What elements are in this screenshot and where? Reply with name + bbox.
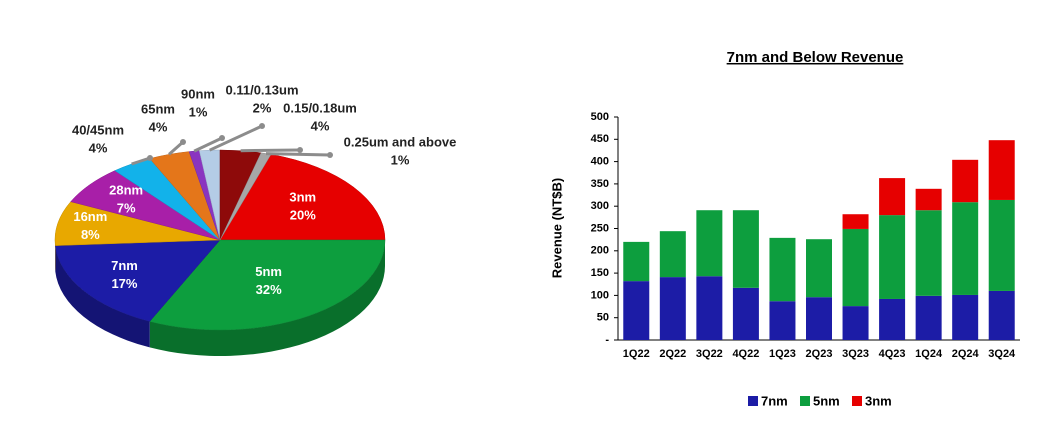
bar-segment <box>659 231 686 278</box>
x-tick-label: 3Q24 <box>988 348 1016 360</box>
slice-label: 0.25um and above <box>344 134 457 149</box>
bar-segment <box>769 237 796 302</box>
slice-label: 0.11/0.13um <box>226 82 299 97</box>
bar-segment <box>769 301 796 340</box>
bar-segment <box>659 277 686 340</box>
leader-dot <box>297 147 303 153</box>
y-tick-label: 200 <box>591 245 609 257</box>
bar-segment <box>732 210 759 288</box>
bar-segment <box>806 297 832 340</box>
bar-segment <box>952 294 979 340</box>
slice-label: 28nm <box>109 183 143 198</box>
leader-line <box>168 140 184 156</box>
leader-dot <box>259 123 265 129</box>
leader-dot <box>219 135 225 141</box>
bar-segment <box>842 306 869 340</box>
slice-label: 16nm <box>73 209 107 224</box>
pie-slice <box>55 239 221 322</box>
slice-label: 3nm <box>289 190 316 205</box>
slice-label: 65nm <box>141 101 175 116</box>
slice-side <box>55 245 150 348</box>
legend-swatch <box>800 396 810 406</box>
x-tick-label: 4Q22 <box>732 348 759 360</box>
slice-label: 90nm <box>181 86 215 101</box>
bar-segment <box>842 228 869 307</box>
y-tick-label: 500 <box>591 111 609 123</box>
slice-label: 7nm <box>111 258 138 273</box>
slice-side <box>149 240 385 356</box>
slice-value-label: 1% <box>189 104 208 119</box>
x-tick-label: 4Q23 <box>879 348 906 360</box>
slice-value-label: 1% <box>391 152 410 167</box>
bar-segment <box>696 210 723 277</box>
bar-segment <box>842 214 869 229</box>
x-tick-label: 1Q24 <box>915 348 943 360</box>
slice-value-label: 7% <box>117 201 136 216</box>
bar-segment <box>879 215 906 299</box>
bar-segment <box>623 281 650 340</box>
legend-swatch <box>748 396 758 406</box>
slice-value-label: 4% <box>311 118 330 133</box>
x-tick-label: 1Q23 <box>769 348 796 360</box>
slice-value-label: 4% <box>149 119 168 134</box>
x-tick-label: 1Q22 <box>623 348 650 360</box>
legend-label: 3nm <box>865 393 892 408</box>
bar-segment <box>623 241 650 282</box>
bar-segment <box>879 178 906 216</box>
y-tick-label: 50 <box>597 312 609 324</box>
slice-value-label: 8% <box>81 227 100 242</box>
bar-segment <box>988 290 1015 340</box>
bar-segment <box>915 188 942 211</box>
bar-segment <box>915 210 942 296</box>
y-tick-label: 450 <box>591 133 609 145</box>
slice-label: 0.15/0.18um <box>283 100 357 115</box>
x-tick-label: 3Q22 <box>696 348 723 360</box>
legend-label: 5nm <box>813 393 840 408</box>
bar-segment <box>952 202 979 295</box>
y-tick-label: 250 <box>591 222 609 234</box>
bar-segment <box>988 199 1015 291</box>
leader-dot <box>327 152 333 158</box>
chart-title: 7nm and Below Revenue <box>727 49 904 66</box>
leader-line <box>266 152 331 157</box>
legend-label: 7nm <box>761 393 788 408</box>
bar-segment <box>806 239 832 298</box>
y-tick-label: 150 <box>591 267 609 279</box>
slice-value-label: 20% <box>290 208 316 223</box>
slice-value-label: 4% <box>89 140 108 155</box>
y-tick-label: - <box>605 334 609 346</box>
y-tick-label: 400 <box>591 156 609 168</box>
x-tick-label: 3Q23 <box>842 348 869 360</box>
leader-dot <box>147 155 153 161</box>
bar-segment <box>915 295 942 340</box>
leader-dot <box>180 139 186 145</box>
y-tick-label: 100 <box>591 289 609 301</box>
slice-value-label: 2% <box>253 100 272 115</box>
bar-segment <box>696 276 723 340</box>
bar-segment <box>952 159 979 203</box>
x-tick-label: 2Q22 <box>659 348 686 360</box>
slice-label: 5nm <box>255 264 282 279</box>
y-tick-label: 350 <box>591 178 609 190</box>
leader-line <box>131 156 151 166</box>
bar-segment <box>879 298 906 340</box>
slice-label: 40/45nm <box>72 122 124 137</box>
leader-line <box>209 124 263 152</box>
slice-value-label: 17% <box>111 276 137 291</box>
y-axis-label: Revenue (NT$B) <box>549 178 564 278</box>
legend-swatch <box>852 396 862 406</box>
leader-line <box>240 148 301 153</box>
bar-segment <box>732 287 759 340</box>
leader-line <box>193 136 223 153</box>
pie-slice <box>219 154 386 241</box>
x-tick-label: 2Q23 <box>806 348 833 360</box>
slice-value-label: 32% <box>256 282 282 297</box>
x-tick-label: 2Q24 <box>952 348 980 360</box>
y-tick-label: 300 <box>591 200 609 212</box>
pie-slice <box>149 239 386 331</box>
bar-segment <box>988 140 1015 200</box>
